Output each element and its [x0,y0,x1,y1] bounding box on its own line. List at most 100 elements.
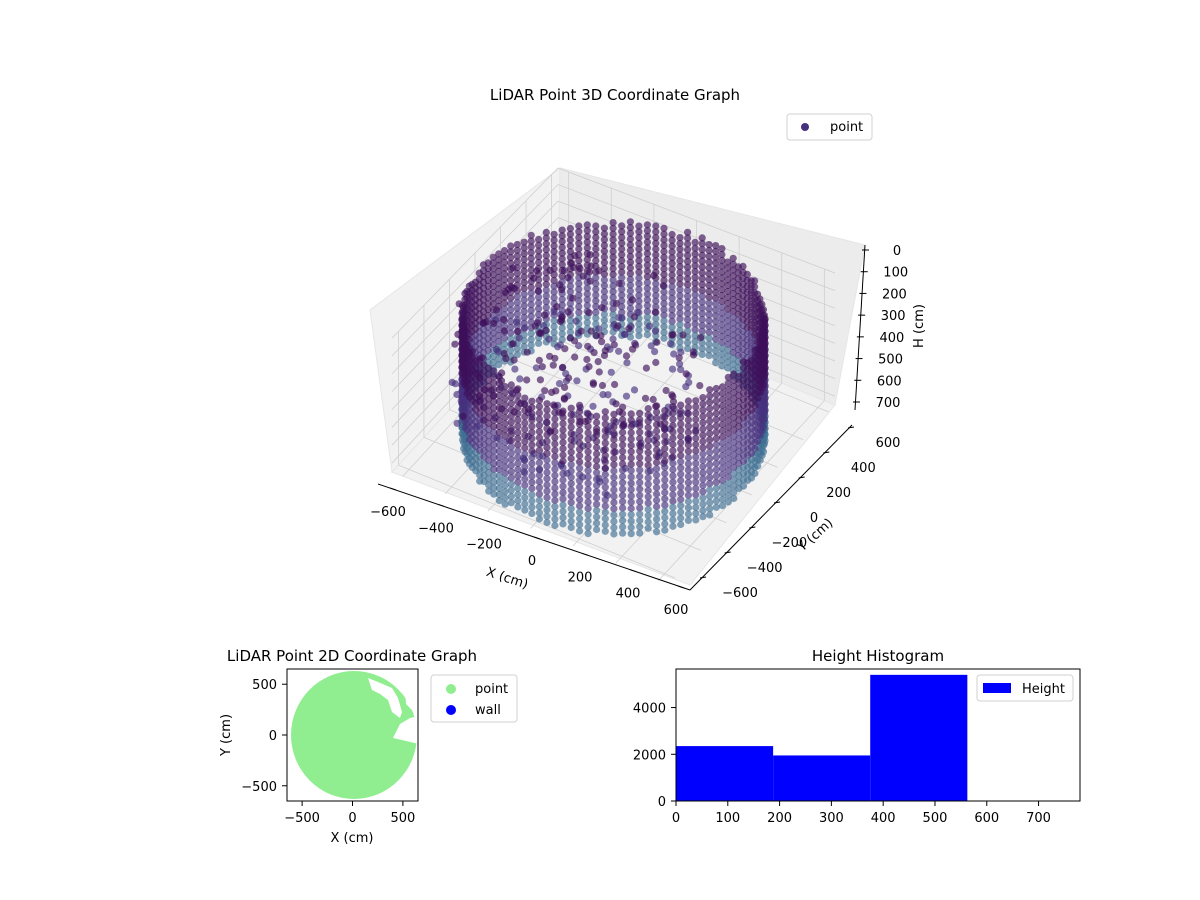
point-3d [550,294,558,302]
point-3d [684,416,693,424]
point-3d [575,228,583,236]
point-3d [514,428,522,436]
point-3d [542,292,550,300]
point-3d [636,422,644,430]
point-3d [619,504,627,512]
point-3d [514,441,522,449]
point-3d [500,276,509,284]
point-3d [610,442,618,450]
point-3d [559,420,567,428]
point-3d [610,498,618,507]
point-3d [584,423,592,431]
point-3d [676,360,684,368]
point-3d [551,427,559,436]
point-3d [669,459,677,467]
point-3d [724,498,732,506]
point-3d [724,417,732,425]
point-3d [706,423,714,431]
point-3d [543,450,551,458]
point-3d [684,497,693,506]
point-3d [601,452,609,460]
point-3d [507,486,515,494]
point-3d [610,461,618,469]
point-3d [706,498,714,506]
point-3d [644,455,652,463]
point-3d [550,259,558,267]
point-3d [495,404,503,412]
point-3d [626,218,635,226]
point-3d [718,362,726,370]
point-3d [593,500,601,508]
point-3d [618,251,626,259]
point-3d [535,282,543,290]
point-3d [684,263,692,271]
point-3d [692,453,700,461]
point-3d [653,338,661,346]
point-3d [573,377,581,385]
point-3d [677,439,685,447]
point-3d [684,485,693,493]
point-3d [535,515,544,523]
point-3d [490,435,498,443]
point-3d [660,334,668,342]
point-3d [490,404,498,412]
point-3d [652,245,660,253]
point-3d [698,263,706,271]
point-3d [677,483,685,491]
point-3d [495,379,503,387]
point-3d [585,309,593,317]
point-3d [501,488,509,496]
x-tick-label-3d: 600 [664,603,689,618]
point-3d [543,418,551,426]
point-3d [490,453,498,461]
point-3d [520,290,528,298]
point-3d [458,316,466,324]
point-3d [500,252,509,261]
point-3d [555,380,564,388]
x-tick-mark-3d [677,585,685,589]
point-3d [626,275,635,284]
point-3d [712,347,720,355]
point-3d [501,438,509,446]
point-3d [668,323,676,331]
point-3d [662,386,670,395]
point-3d [507,381,515,389]
point-3d [535,258,543,267]
point-3d [495,416,503,424]
point-3d [618,239,626,247]
point-3d [528,466,536,474]
point-3d [643,278,652,287]
point-3d [551,515,559,523]
point-3d [600,270,609,278]
point-3d [490,459,498,467]
point-3d [718,470,727,478]
point-3d [593,525,601,534]
point-3d [593,450,601,458]
z-tick-label-3d: 300 [881,309,906,324]
point-3d [527,301,535,309]
point-3d [501,383,509,391]
point-3d [550,253,558,261]
point-3d [476,374,484,382]
point-3d [730,494,738,503]
point-3d [718,356,726,364]
point-3d [490,319,498,328]
point-3d [684,510,693,518]
point-3d [622,392,631,400]
point-3d [718,286,726,294]
point-3d [609,276,617,284]
point-3d [507,424,515,432]
point-3d [718,439,727,447]
point-3d [627,504,635,513]
point-3d [521,481,529,489]
point-3d [718,315,726,323]
point-3d [699,406,707,414]
point-3d [635,251,643,259]
point-3d [586,251,594,259]
z-ticks-3d: 0 100 200 300 400 500 600 700 [853,244,908,411]
point-3d [668,294,676,302]
point-3d [520,342,528,350]
point-3d [705,346,713,354]
point-3d [535,453,544,461]
point-3d [696,382,704,390]
